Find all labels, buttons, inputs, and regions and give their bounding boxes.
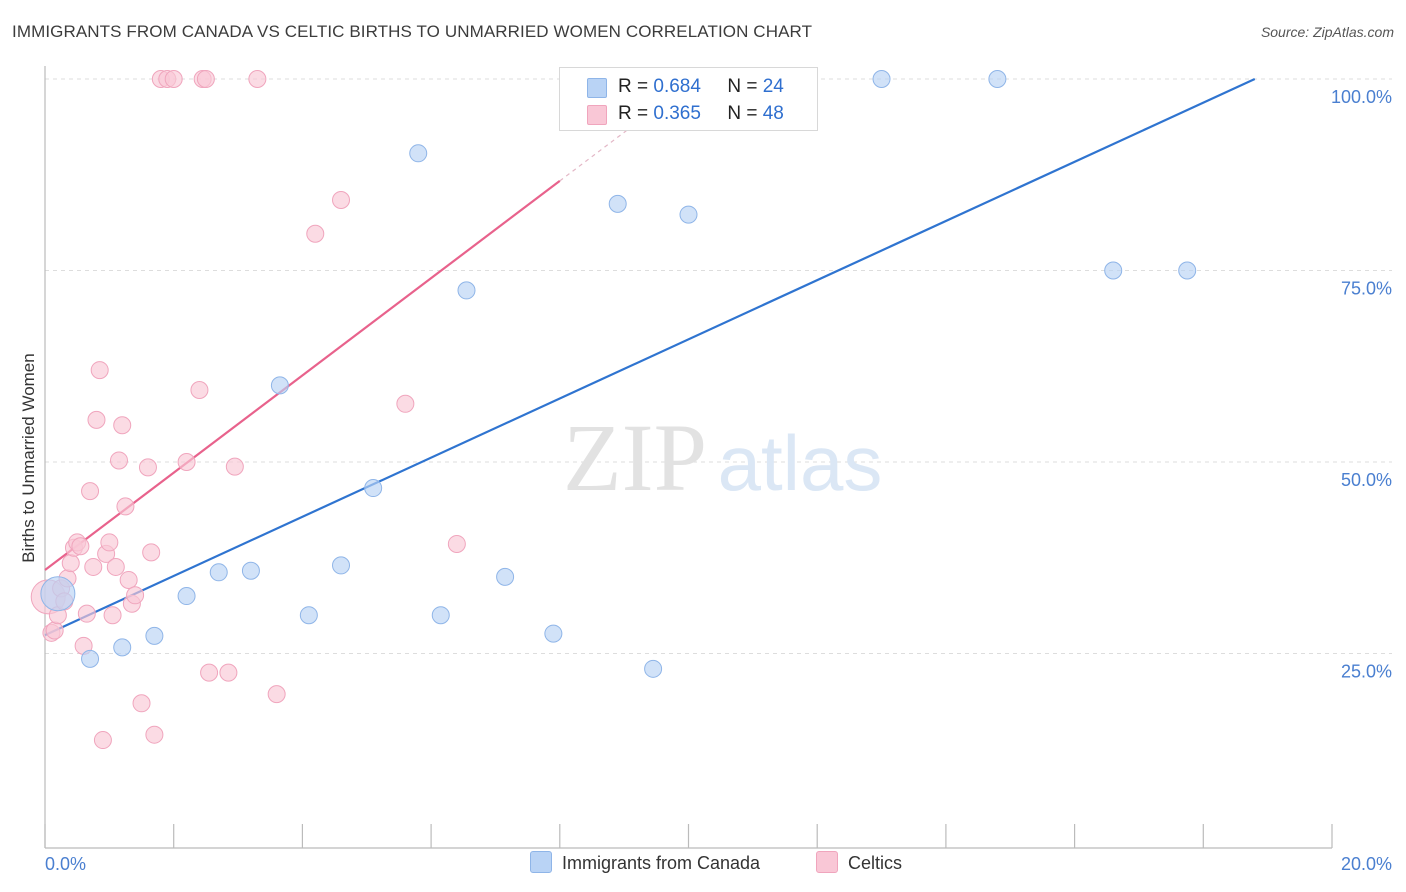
celtics-point: [126, 586, 145, 605]
source-label: Source: ZipAtlas.com: [1260, 24, 1394, 40]
celtics-point: [196, 70, 215, 88]
legend-r-value: 0.684: [653, 76, 701, 97]
trend-line-canada: [44, 78, 1256, 637]
axes: [44, 66, 1333, 849]
y-tick-label: 25.0%: [1341, 662, 1392, 682]
bottom-legend-swatch-canada: [530, 851, 552, 873]
legend-n-label: N =: [727, 103, 758, 124]
y-tick-label: 50.0%: [1341, 470, 1392, 490]
canada-point: [40, 576, 76, 612]
celtics-point: [93, 731, 112, 750]
celtics-point: [77, 604, 96, 623]
celtics-point: [306, 224, 325, 243]
celtics-point: [267, 685, 286, 704]
canada-point: [81, 649, 100, 668]
legend-n-label: N =: [727, 76, 758, 97]
legend-r-value: 0.365: [653, 103, 701, 124]
celtics-point: [200, 663, 219, 682]
celtics-point: [177, 453, 196, 471]
celtics-point: [45, 621, 64, 640]
canada-point: [1178, 261, 1197, 280]
celtics-point: [164, 70, 183, 88]
x-tick-label-min: 0.0%: [45, 854, 86, 874]
y-axis-title: Births to Unmarried Women: [19, 353, 38, 562]
celtics-point: [145, 725, 164, 744]
bottom-legend-label-celtics: Celtics: [848, 853, 903, 873]
legend-swatch-canada: [587, 78, 607, 98]
canada-point: [679, 205, 698, 224]
canada-point: [1104, 261, 1123, 280]
x-tick-label-max: 20.0%: [1341, 854, 1392, 874]
y-tick-label: 100.0%: [1331, 87, 1392, 107]
bottom-legend-label-canada: Immigrants from Canada: [562, 853, 761, 873]
celtics-point: [90, 361, 109, 380]
bottom-legend-celtics: Celtics: [816, 851, 902, 874]
legend-swatch-celtics: [587, 105, 607, 125]
canada-point: [457, 281, 476, 300]
canada-point: [113, 638, 132, 657]
celtics-point: [84, 557, 103, 576]
canada-point: [608, 194, 627, 213]
legend-n-value: 24: [762, 76, 784, 97]
celtics-points: [30, 70, 466, 750]
bottom-legend-swatch-celtics: [816, 851, 838, 873]
celtics-point: [71, 537, 90, 556]
watermark-zip: ZIP: [563, 404, 707, 511]
gridlines: [45, 78, 1392, 654]
canada-point: [364, 479, 383, 498]
canada-point: [145, 626, 164, 645]
celtics-point: [87, 410, 106, 429]
celtics-point: [81, 482, 100, 501]
celtics-point: [116, 497, 135, 516]
celtics-point: [332, 191, 351, 210]
celtics-point: [61, 554, 80, 573]
watermark-atlas: atlas: [718, 419, 883, 507]
celtics-point: [142, 543, 161, 562]
celtics-point: [100, 533, 119, 552]
canada-points: [40, 70, 1197, 678]
celtics-point: [225, 457, 244, 476]
canada-point: [409, 144, 428, 163]
canada-point: [332, 556, 351, 575]
canada-point: [872, 70, 891, 88]
celtics-point: [110, 451, 129, 470]
chart-title: IMMIGRANTS FROM CANADA VS CELTIC BIRTHS …: [12, 22, 813, 41]
celtics-point: [132, 694, 151, 713]
celtics-point: [190, 380, 209, 399]
celtics-point: [103, 606, 122, 625]
y-tick-labels: 25.0% 50.0% 75.0% 100.0%: [1331, 87, 1392, 682]
canada-point: [270, 376, 289, 395]
celtics-point: [219, 663, 238, 682]
x-tick-labels: 0.0% 20.0%: [45, 854, 1392, 874]
canada-point: [644, 659, 663, 678]
celtics-point: [248, 70, 267, 88]
canada-point: [496, 567, 515, 586]
trend-lines: [44, 78, 1256, 637]
canada-point: [177, 587, 196, 606]
legend-n-value: 48: [762, 103, 784, 124]
canada-point: [988, 70, 1007, 88]
canada-point: [544, 624, 563, 643]
y-tick-label: 75.0%: [1341, 279, 1392, 299]
celtics-point: [447, 534, 466, 553]
celtics-point: [119, 570, 138, 589]
celtics-point: [396, 394, 415, 413]
bottom-legend-canada: Immigrants from Canada: [530, 851, 760, 874]
canada-point: [241, 561, 260, 580]
trend-line-celtics-extension: [559, 122, 638, 182]
watermark: ZIP atlas: [563, 404, 882, 511]
stats-legend: R = 0.684 N = 24 R = 0.365 N = 48: [559, 67, 818, 131]
celtics-point: [106, 557, 125, 576]
legend-r-label: R =: [618, 76, 649, 97]
legend-r-label: R =: [618, 103, 649, 124]
canada-point: [209, 563, 228, 582]
canada-point: [299, 606, 318, 625]
celtics-point: [113, 416, 132, 435]
celtics-point: [138, 458, 157, 477]
canada-point: [431, 606, 450, 625]
